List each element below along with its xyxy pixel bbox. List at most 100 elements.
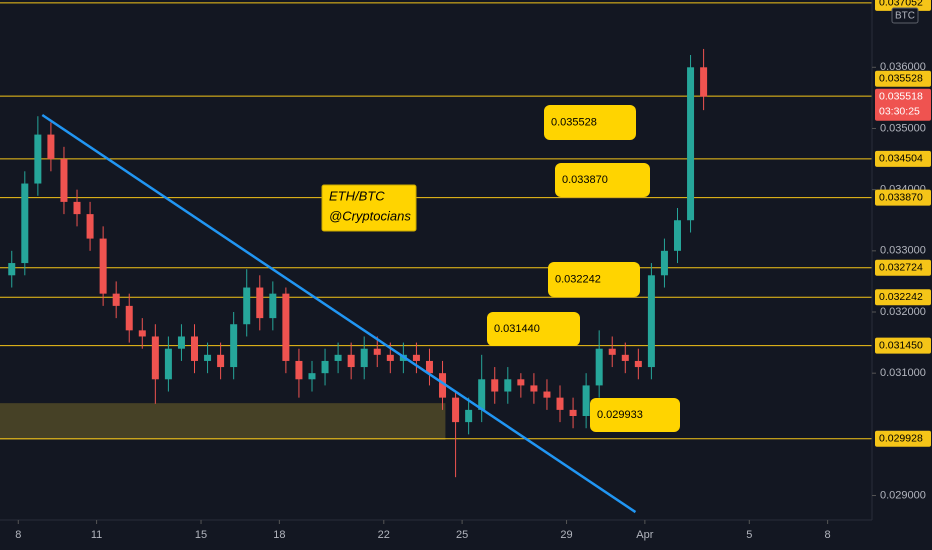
last-price: 0.035518 xyxy=(879,91,923,103)
annotation-text: 0.035528 xyxy=(551,116,597,128)
candle-body xyxy=(256,287,264,319)
candle-body xyxy=(99,238,107,294)
candle-body xyxy=(73,201,81,215)
candle-body xyxy=(452,397,460,423)
x-tick-label: 29 xyxy=(560,529,572,541)
y-tick-label: 0.035000 xyxy=(880,122,926,134)
annotation-box xyxy=(487,312,580,346)
y-tick-label: 0.031000 xyxy=(880,367,926,379)
candle-body xyxy=(647,275,655,368)
annotation-box xyxy=(321,184,417,232)
candle-body xyxy=(673,220,681,251)
zone xyxy=(0,403,446,440)
candle-body xyxy=(569,409,577,416)
candle-body xyxy=(595,348,603,386)
candle-body xyxy=(217,354,225,368)
currency: BTC xyxy=(895,11,915,22)
annotation-box xyxy=(590,398,680,432)
candle-body xyxy=(269,293,277,319)
level-label: 0.034504 xyxy=(879,153,923,165)
candle-body xyxy=(164,348,172,380)
last-price-box xyxy=(875,88,931,121)
candle-body xyxy=(425,360,433,374)
candle-body xyxy=(60,159,68,202)
candle-body xyxy=(112,293,120,306)
annotation-box xyxy=(555,163,650,197)
candle-body xyxy=(465,409,473,423)
candle-body xyxy=(125,305,133,331)
candle-body xyxy=(8,263,16,276)
trendline xyxy=(41,113,637,514)
y-tick-label: 0.032000 xyxy=(880,306,926,318)
level-label: 0.032242 xyxy=(879,291,923,303)
x-tick-label: 15 xyxy=(195,529,207,541)
level-label-box xyxy=(875,337,931,354)
level-label: 0.032724 xyxy=(879,261,923,273)
y-tick-label: 0.036000 xyxy=(880,61,926,73)
level-label-box xyxy=(875,70,931,87)
candle-body xyxy=(334,354,342,361)
candle-body xyxy=(412,354,420,361)
level-label: 0.029928 xyxy=(879,433,923,445)
annotation-text: 0.031440 xyxy=(494,323,540,335)
candle-body xyxy=(308,373,316,380)
candle-body xyxy=(556,397,564,410)
x-tick-label: 18 xyxy=(273,529,285,541)
currency-box xyxy=(891,7,919,24)
candle-body xyxy=(687,67,695,221)
annotation-text: ETH/BTC xyxy=(329,188,385,203)
candle-body xyxy=(517,379,525,386)
candle-body xyxy=(138,330,146,337)
x-tick-label: 8 xyxy=(15,529,21,541)
candle-body xyxy=(478,379,486,410)
annotation-text: @Cryptocians xyxy=(329,208,411,223)
level-label-box xyxy=(875,289,931,306)
annotation-text: 0.029933 xyxy=(597,409,643,421)
candle-body xyxy=(700,67,708,97)
candle-body xyxy=(177,336,185,349)
candle-body xyxy=(86,214,94,239)
candle-body xyxy=(660,250,668,276)
candle-body xyxy=(439,373,447,398)
annotation-text: 0.033870 xyxy=(562,174,608,186)
candle-body xyxy=(634,360,642,368)
candle-body xyxy=(360,348,368,368)
countdown: 03:30:25 xyxy=(879,106,920,118)
candle-body xyxy=(151,336,159,380)
candle-body xyxy=(608,348,616,355)
annotation-box xyxy=(548,262,640,297)
x-tick-label: 25 xyxy=(456,529,468,541)
candle-body xyxy=(543,391,551,398)
candle-body xyxy=(347,354,355,368)
level-label-box xyxy=(875,259,931,276)
candle-body xyxy=(230,324,238,368)
level-label: 0.035528 xyxy=(879,73,923,85)
x-tick-label: 5 xyxy=(746,529,752,541)
candle-body xyxy=(321,360,329,374)
candle-body xyxy=(191,336,199,361)
x-tick-label: 22 xyxy=(378,529,390,541)
candle-body xyxy=(34,134,42,184)
candle-body xyxy=(386,354,394,361)
y-tick-label: 0.033000 xyxy=(880,245,926,257)
candle-body xyxy=(504,379,512,392)
x-tick-label: 11 xyxy=(91,529,102,541)
candle-body xyxy=(47,134,55,160)
x-tick-label: Apr xyxy=(636,529,653,541)
level-label: 0.037052 xyxy=(879,0,923,9)
y-tick-label: 0.029000 xyxy=(880,489,926,501)
level-label: 0.033870 xyxy=(879,191,923,203)
candle-body xyxy=(204,354,212,361)
annotation-box xyxy=(544,105,636,140)
candle-body xyxy=(621,354,629,361)
candle-body xyxy=(282,293,290,361)
candle-body xyxy=(21,183,29,264)
candle-body xyxy=(491,379,499,392)
x-tick-label: 8 xyxy=(825,529,831,541)
candle-body xyxy=(582,385,590,416)
level-label-box xyxy=(875,430,931,447)
level-label-box xyxy=(875,150,931,167)
